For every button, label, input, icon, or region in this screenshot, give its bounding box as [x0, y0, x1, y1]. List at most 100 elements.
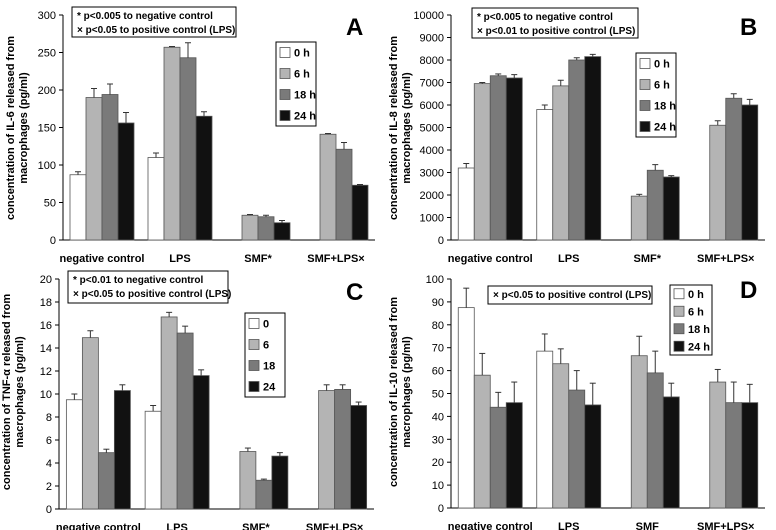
legend-swatch — [639, 100, 651, 111]
legend-swatch — [248, 381, 260, 392]
bar — [192, 375, 210, 510]
x-tick-label: LPS — [166, 522, 187, 530]
y-tick-label: 250 — [38, 48, 56, 60]
bar — [144, 410, 162, 510]
bar — [271, 455, 289, 510]
y-tick-label: 60 — [432, 366, 444, 378]
y-axis-label-line: concentration of TNF-α released from — [1, 294, 13, 490]
y-tick-label: 12 — [40, 366, 52, 378]
bar — [552, 85, 570, 241]
bar — [630, 195, 648, 241]
legend-label: 18 h — [654, 101, 676, 113]
y-tick-label: 4 — [46, 458, 52, 470]
annotation-text: × p<0.05 to positive control (LPS) — [73, 289, 231, 300]
legend-label: 6 h — [294, 69, 310, 81]
annotation-text: * p<0.01 to negative control — [73, 275, 204, 286]
legend-swatch — [673, 323, 685, 335]
bar — [741, 402, 759, 509]
y-axis-label-line: macrophages (pg/ml) — [401, 72, 413, 184]
x-tick-label: SMF+LPS× — [306, 522, 363, 530]
legend-label: 0 — [263, 319, 269, 331]
bar — [318, 390, 336, 510]
y-tick-label: 50 — [44, 198, 56, 210]
x-tick-label: SMF+LPS× — [307, 253, 364, 265]
bar — [69, 174, 87, 241]
y-tick-label: 20 — [40, 274, 52, 286]
y-tick-label: 14 — [40, 343, 52, 355]
legend-label: 0 h — [688, 289, 704, 301]
y-tick-label: 80 — [432, 320, 444, 332]
chart-panel-a: 0 50 100 150 200 250 300 concentration of IL-6 … — [5, 6, 375, 265]
legend-swatch — [639, 58, 651, 69]
y-tick-label: 4000 — [420, 145, 444, 157]
y-tick-label: 16 — [40, 320, 52, 332]
bar — [662, 176, 680, 241]
y-tick-label: 6 — [46, 435, 52, 447]
legend-swatch — [673, 305, 685, 317]
x-tick-label: SMF+LPS× — [697, 253, 754, 265]
bar — [489, 75, 507, 241]
legend-label: 18 h — [294, 90, 316, 102]
y-tick-label: 40 — [432, 411, 444, 423]
y-axis-label-line: concentration of IL-8 released from — [388, 36, 400, 220]
legend-swatch — [279, 110, 291, 121]
x-tick-label: SMF* — [244, 253, 272, 265]
panel-letter: A — [346, 14, 363, 41]
annotation-text: × p<0.05 to positive control (LPS) — [493, 290, 651, 301]
bar — [101, 94, 119, 241]
bar — [81, 337, 99, 510]
y-tick-label: 200 — [38, 85, 56, 97]
y-tick-label: 8000 — [420, 55, 444, 67]
bar — [457, 307, 475, 509]
x-tick-label: SMF+LPS× — [697, 521, 754, 530]
bar — [239, 451, 257, 510]
y-axis-label-line: macrophages (pg/ml) — [401, 336, 413, 448]
x-tick-label: negative control — [448, 253, 533, 265]
legend-label: 18 — [263, 361, 275, 373]
x-tick-label: negative control — [448, 521, 533, 530]
bar — [568, 59, 586, 241]
annotation-text: * p<0.005 to negative control — [77, 11, 213, 22]
legend-swatch — [279, 47, 291, 58]
x-tick-label: SMF — [636, 521, 660, 530]
bar — [257, 216, 275, 241]
bar — [473, 83, 491, 241]
y-tick-label: 50 — [432, 389, 444, 401]
bar — [195, 115, 213, 241]
y-tick-label: 0 — [50, 235, 56, 247]
legend-swatch — [673, 288, 685, 300]
x-tick-label: negative control — [60, 253, 145, 265]
bar — [646, 169, 664, 241]
y-tick-label: 150 — [38, 123, 56, 135]
bar — [241, 214, 259, 241]
bar — [473, 374, 491, 509]
panel-letter: C — [346, 279, 363, 306]
bar — [725, 97, 743, 241]
bar — [646, 372, 664, 509]
y-tick-label: 0 — [46, 504, 52, 516]
bar — [584, 56, 602, 241]
y-tick-label: 6000 — [420, 100, 444, 112]
annotation-box — [487, 285, 653, 305]
bar — [725, 402, 743, 509]
bar — [536, 350, 554, 509]
legend-swatch — [279, 89, 291, 100]
legend-label: 6 h — [654, 80, 670, 92]
legend-swatch — [248, 360, 260, 371]
bar — [117, 122, 135, 241]
chart-panel-b: 0 1000 2000 3000 4000 5000 6000 7000 8000 9000 100… — [388, 7, 765, 265]
legend-label: 18 h — [688, 324, 710, 336]
bar — [457, 167, 475, 241]
y-tick-label: 1000 — [420, 213, 444, 225]
y-tick-label: 0 — [438, 235, 444, 247]
legend-swatch — [248, 339, 260, 350]
annotation-box — [71, 6, 237, 38]
y-tick-label: 90 — [432, 297, 444, 309]
bar — [505, 77, 523, 241]
y-axis-label-line: concentration of IL-10 released from — [388, 297, 400, 487]
x-tick-label: negative control — [56, 522, 141, 530]
y-tick-label: 30 — [432, 434, 444, 446]
legend-swatch — [279, 68, 291, 79]
y-tick-label: 3000 — [420, 168, 444, 180]
x-tick-label: LPS — [169, 253, 190, 265]
